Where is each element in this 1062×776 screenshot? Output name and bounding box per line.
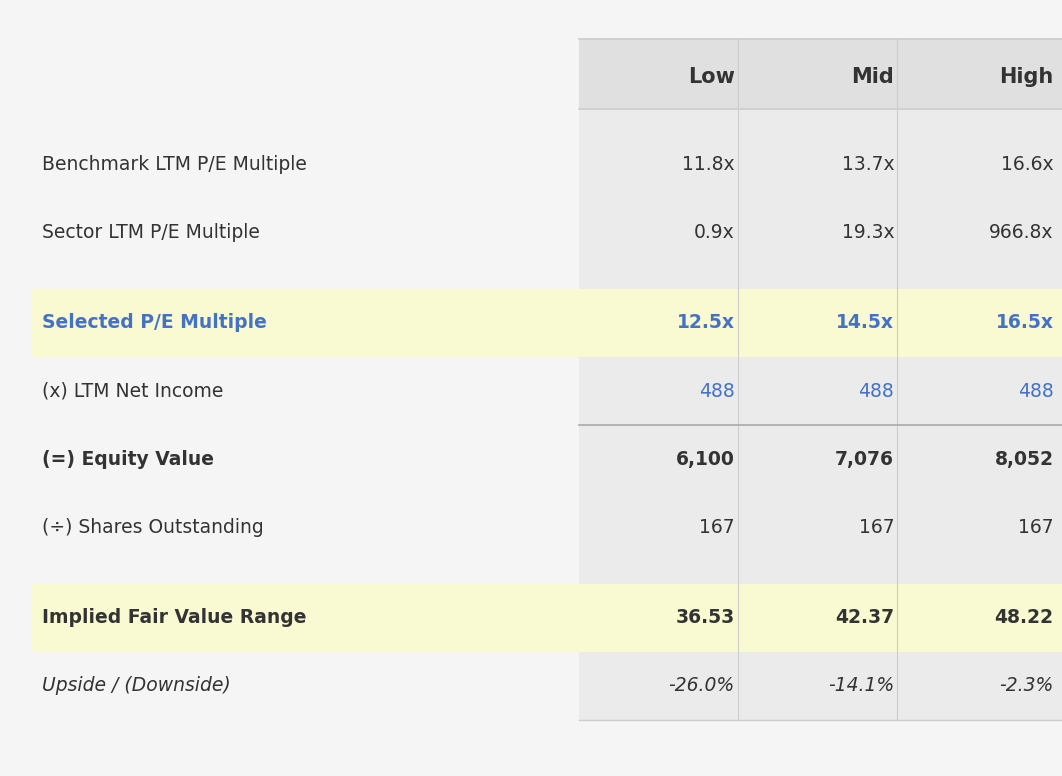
Text: High: High [999,68,1054,87]
Bar [738,39,903,109]
Text: -2.3%: -2.3% [999,677,1054,695]
Text: -26.0%: -26.0% [669,677,735,695]
Bar [579,109,743,720]
Bar [897,39,1062,109]
Text: 12.5x: 12.5x [676,314,735,332]
Bar [738,109,903,720]
Text: (=) Equity Value: (=) Equity Value [42,450,215,469]
Text: 48.22: 48.22 [994,608,1054,627]
Text: Mid: Mid [852,68,894,87]
Text: 488: 488 [858,382,894,400]
Text: 0.9x: 0.9x [695,223,735,242]
Text: (x) LTM Net Income: (x) LTM Net Income [42,382,224,400]
Bar [579,39,743,109]
Text: Upside / (Downside): Upside / (Downside) [42,677,232,695]
Bar [32,584,1062,652]
Text: 966.8x: 966.8x [989,223,1054,242]
Text: Implied Fair Value Range: Implied Fair Value Range [42,608,307,627]
Text: 16.5x: 16.5x [995,314,1054,332]
Text: 167: 167 [699,518,735,537]
Text: Benchmark LTM P/E Multiple: Benchmark LTM P/E Multiple [42,155,307,174]
Text: 167: 167 [858,518,894,537]
Text: Low: Low [688,68,735,87]
Bar [897,109,1062,720]
Text: 19.3x: 19.3x [841,223,894,242]
Bar [32,289,1062,357]
Text: -14.1%: -14.1% [828,677,894,695]
Text: 14.5x: 14.5x [836,314,894,332]
Text: 13.7x: 13.7x [841,155,894,174]
Text: 8,052: 8,052 [994,450,1054,469]
Text: 7,076: 7,076 [835,450,894,469]
Text: 36.53: 36.53 [675,608,735,627]
Text: 488: 488 [1017,382,1054,400]
Text: 16.6x: 16.6x [1000,155,1054,174]
Text: 42.37: 42.37 [835,608,894,627]
Text: 167: 167 [1017,518,1054,537]
Text: 488: 488 [699,382,735,400]
Text: 6,100: 6,100 [676,450,735,469]
Text: Sector LTM P/E Multiple: Sector LTM P/E Multiple [42,223,260,242]
Text: 11.8x: 11.8x [682,155,735,174]
Text: (÷) Shares Outstanding: (÷) Shares Outstanding [42,518,264,537]
Text: Selected P/E Multiple: Selected P/E Multiple [42,314,268,332]
